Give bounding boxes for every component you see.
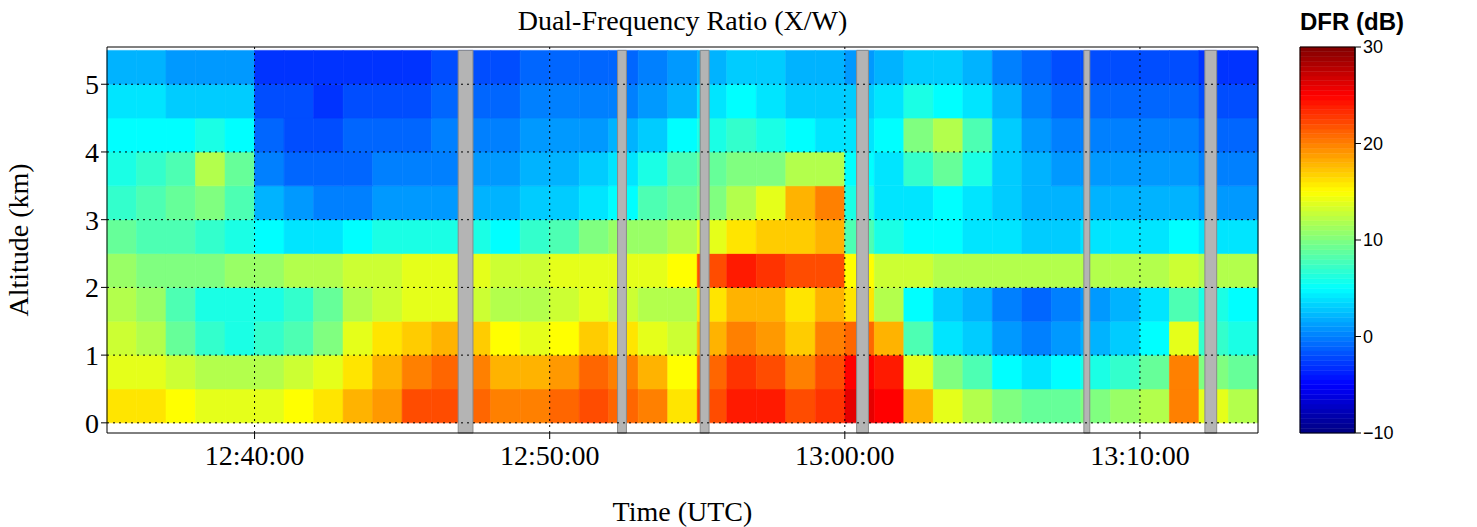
svg-text:12:50:00: 12:50:00 (500, 440, 600, 471)
svg-text:Altitude (km): Altitude (km) (3, 163, 34, 316)
svg-text:−10: −10 (1363, 423, 1394, 443)
svg-text:4: 4 (85, 137, 99, 168)
svg-text:0: 0 (1363, 327, 1373, 347)
html-text:Dual-Frequency Ratio (X/W): Dual-Frequency Ratio (X/W) (517, 5, 848, 36)
svg-text:5: 5 (85, 69, 99, 100)
html-text:DFR (dB): DFR (dB) (1300, 8, 1404, 35)
svg-text:1: 1 (85, 340, 99, 371)
svg-text:20: 20 (1363, 134, 1383, 154)
svg-text:2: 2 (85, 272, 99, 303)
svg-text:0: 0 (85, 408, 99, 439)
svg-text:13:10:00: 13:10:00 (1090, 440, 1190, 471)
svg-text:Time (UTC): Time (UTC) (613, 496, 753, 527)
svg-text:12:40:00: 12:40:00 (205, 440, 305, 471)
svg-text:30: 30 (1363, 37, 1383, 57)
svg-text:10: 10 (1363, 230, 1383, 250)
svg-text:3: 3 (85, 205, 99, 236)
svg-text:13:00:00: 13:00:00 (795, 440, 895, 471)
